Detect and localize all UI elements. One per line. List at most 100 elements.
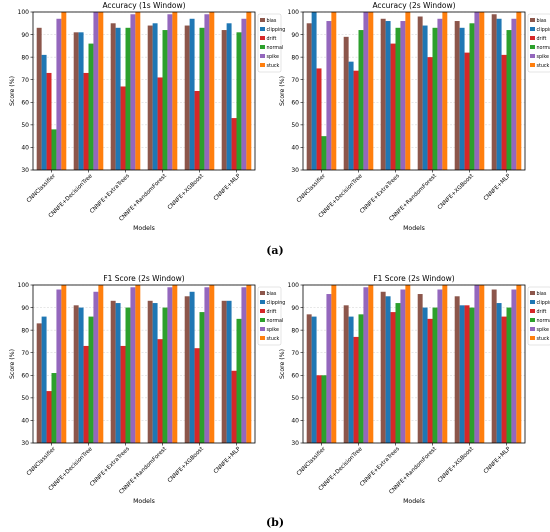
- x-tick-label: CNNFE+MLP: [213, 173, 242, 202]
- y-tick-label: 50: [21, 122, 29, 129]
- y-axis-label: Score (%): [279, 349, 286, 379]
- legend-swatch-drift: [530, 36, 535, 40]
- legend-label-clipping: clipping: [537, 27, 550, 33]
- legend-swatch-clipping: [530, 27, 535, 31]
- y-tick-label: 40: [21, 418, 29, 425]
- bar-drift: [46, 391, 52, 443]
- bar-stuck: [209, 12, 215, 170]
- bar-normal: [395, 27, 401, 170]
- bar-drift: [427, 318, 433, 443]
- legend-swatch-spike: [530, 54, 535, 58]
- bar-bias: [221, 30, 227, 170]
- bar-clipping: [385, 21, 391, 171]
- bar-bias: [343, 36, 349, 171]
- x-tick-label: CNNClassifier: [296, 173, 327, 204]
- caption-b: (b): [266, 516, 284, 529]
- bar-clipping: [459, 27, 465, 170]
- bar-clipping: [152, 23, 158, 170]
- y-axis-label: Score (%): [279, 76, 286, 106]
- legend-swatch-stuck: [530, 63, 535, 67]
- chart-panel: 30 40 50 60 70 80 90 100 CNNClassifierCNNFE+Deci…: [9, 274, 285, 505]
- bar-bias: [73, 305, 79, 443]
- bar-drift: [194, 348, 200, 443]
- bar-spike: [511, 18, 517, 171]
- bar-clipping: [115, 27, 121, 170]
- legend-swatch-normal: [260, 45, 265, 49]
- bar-clipping: [496, 303, 502, 443]
- bar-bias: [147, 25, 153, 170]
- bar-bias: [491, 14, 497, 171]
- bar-bias: [417, 16, 423, 171]
- x-axis-label: Models: [133, 498, 155, 505]
- bar-normal: [506, 30, 512, 170]
- y-tick-label: 70: [21, 350, 29, 357]
- y-tick-label: 50: [21, 395, 29, 402]
- bar-spike: [241, 287, 247, 443]
- bar-stuck: [172, 12, 178, 170]
- y-tick-label: 60: [21, 372, 29, 379]
- legend-swatch-clipping: [530, 300, 535, 304]
- bar-stuck: [135, 12, 141, 170]
- y-tick-label: 30: [291, 167, 299, 174]
- bar-spike: [93, 291, 99, 443]
- x-tick-label: CNNClassifier: [296, 446, 327, 477]
- plot-area: [303, 12, 525, 170]
- legend-label-stuck: stuck: [537, 63, 550, 69]
- bar-normal: [358, 314, 364, 443]
- bar-drift: [83, 72, 89, 170]
- bar-drift: [231, 370, 237, 443]
- bar-bias: [343, 305, 349, 443]
- y-tick-label: 80: [21, 54, 29, 61]
- bar-bias: [221, 300, 227, 443]
- bar-bias: [110, 23, 116, 170]
- bar-stuck: [61, 285, 67, 443]
- bar-spike: [363, 287, 369, 443]
- y-tick-label: 40: [291, 145, 299, 152]
- bar-spike: [326, 21, 332, 171]
- y-tick-label: 90: [21, 32, 29, 39]
- bar-drift: [464, 305, 470, 443]
- legend-swatch-clipping: [260, 300, 265, 304]
- bar-normal: [395, 303, 401, 443]
- y-tick-label: 40: [21, 145, 29, 152]
- bar-spike: [241, 18, 247, 171]
- bar-stuck: [331, 285, 337, 443]
- y-tick-label: 70: [21, 77, 29, 84]
- x-tick-label: CNNFE+DecisionTree: [48, 446, 94, 492]
- x-tick-label: CNNFE+DecisionTree: [318, 173, 364, 219]
- bar-stuck: [98, 285, 104, 443]
- y-tick-label: 60: [291, 99, 299, 106]
- bar-spike: [511, 289, 517, 443]
- legend-swatch-normal: [530, 45, 535, 49]
- x-axis-label: Models: [403, 498, 425, 505]
- legend-swatch-drift: [530, 309, 535, 313]
- y-tick-label: 60: [291, 372, 299, 379]
- bar-spike: [437, 18, 443, 171]
- y-tick-label: 30: [21, 167, 29, 174]
- bar-clipping: [348, 316, 354, 443]
- bar-stuck: [331, 12, 337, 170]
- bar-normal: [506, 307, 512, 443]
- bar-clipping: [41, 316, 47, 443]
- legend: bias clipping drift normal spike stuck: [527, 286, 550, 346]
- bar-spike: [56, 18, 62, 171]
- legend-label-bias: bias: [267, 291, 277, 297]
- bar-spike: [167, 14, 173, 171]
- bar-normal: [358, 30, 364, 170]
- bar-normal: [125, 27, 131, 170]
- axes-frame: [32, 11, 256, 171]
- bar-normal: [199, 27, 205, 170]
- legend: bias clipping drift normal spike stuck: [257, 286, 285, 346]
- bar-spike: [437, 289, 443, 443]
- legend-swatch-normal: [530, 318, 535, 322]
- bar-drift: [83, 345, 89, 443]
- chart-title: F1 Score (2s Window): [103, 274, 184, 283]
- bar-normal: [469, 307, 475, 443]
- x-tick-label: CNNFE+XGBoost: [437, 173, 476, 212]
- bar-clipping: [422, 25, 428, 170]
- bar-clipping: [348, 61, 354, 170]
- bar-spike: [400, 289, 406, 443]
- bar-drift: [390, 43, 396, 170]
- chart-panel: 30 40 50 60 70 80 90 100 CNNClassifierCNNFE+Deci…: [9, 1, 285, 232]
